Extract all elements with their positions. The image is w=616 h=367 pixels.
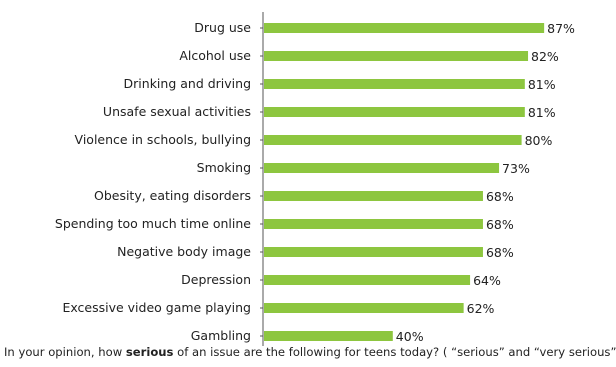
bar [264,303,464,313]
category-label: Smoking [197,160,251,175]
category-label: Violence in schools, bullying [75,132,251,147]
category-label: Gambling [191,328,251,343]
value-label: 73% [502,161,530,176]
bar [264,219,483,229]
category-label: Alcohol use [179,48,251,63]
category-label: Excessive video game playing [62,300,251,315]
category-label: Obesity, eating disorders [94,188,251,203]
value-label: 82% [531,49,559,64]
axis-ticks [260,27,263,337]
value-labels: 87% 82% 81% 81% 80% 73% 68% 68% 68% 64% 62% 40% [396,21,575,344]
value-label: 80% [525,133,553,148]
chart-caption: In your opinion, how serious of an issue… [4,345,616,359]
bar [264,51,529,61]
bar [264,163,500,173]
category-label: Negative body image [117,244,251,259]
category-label: Unsafe sexual activities [103,104,251,119]
value-label: 68% [486,245,514,260]
bar [264,191,483,201]
category-label: Drinking and driving [124,76,251,91]
value-label: 68% [486,217,514,232]
bar [264,135,522,145]
bar [264,275,471,285]
caption-text-after: of an issue are the following for teens … [173,345,616,359]
bars [264,23,545,341]
value-label: 62% [467,301,495,316]
bar [264,247,483,257]
value-label: 40% [396,329,424,344]
value-label: 64% [473,273,501,288]
caption-text-before: In your opinion, how [4,345,126,359]
bar [264,331,393,341]
bar [264,23,545,33]
category-label: Spending too much time online [55,216,251,231]
bar [264,79,525,89]
value-label: 81% [528,77,556,92]
bar [264,107,525,117]
value-label: 81% [528,105,556,120]
value-label: 87% [547,21,575,36]
category-label: Depression [181,272,251,287]
value-label: 68% [486,189,514,204]
caption-text-bold: serious [125,345,174,359]
category-label: Drug use [194,20,251,35]
category-labels: Drug use Alcohol use Drinking and driving U… [55,20,251,343]
